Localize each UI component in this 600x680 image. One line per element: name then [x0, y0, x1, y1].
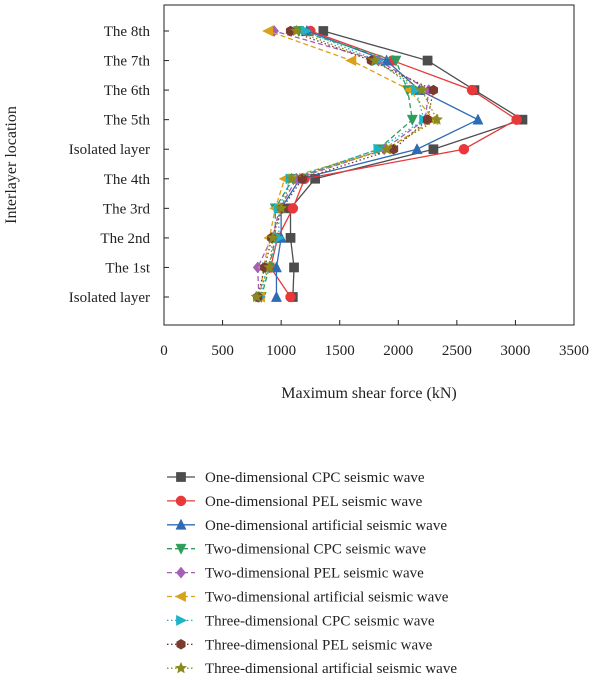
- legend-label: Two-dimensional artificial seismic wave: [205, 590, 449, 606]
- data-point-circle: [466, 84, 478, 96]
- legend: One-dimensional CPC seismic wave One-dime…: [167, 470, 457, 677]
- legend-item: Two-dimensional artificial seismic wave: [167, 590, 449, 606]
- data-point-triangle-right: [300, 25, 312, 37]
- data-point-hexagon: [389, 143, 399, 155]
- legend-item: Two-dimensional CPC seismic wave: [167, 542, 426, 558]
- x-axis-title: Maximum shear force (kN): [281, 385, 457, 402]
- data-point-square: [289, 262, 299, 273]
- data-point-star: [415, 83, 428, 96]
- data-point-star: [380, 142, 393, 155]
- series-line: [269, 30, 518, 298]
- data-point-triangle-up: [411, 143, 423, 155]
- data-point-triangle-left: [345, 55, 357, 67]
- legend-label: Three-dimensional PEL seismic wave: [205, 637, 433, 653]
- y-tick-label: The 2nd: [100, 231, 150, 247]
- data-point-triangle-left: [262, 25, 274, 37]
- data-point-hexagon: [428, 84, 439, 96]
- legend-item: Two-dimensional PEL seismic wave: [167, 566, 424, 582]
- legend-item: Three-dimensional PEL seismic wave: [167, 637, 433, 653]
- x-tick-label: 1000: [266, 343, 296, 359]
- x-tick-label: 3500: [559, 343, 589, 359]
- plot-frame: [163, 4, 575, 326]
- x-axis: 0 500 1000 1500 2000 2500 3000 3500: [160, 320, 589, 359]
- series-5: [252, 25, 434, 303]
- data-point-circle: [285, 291, 296, 303]
- y-tick-label: Isolated layer: [69, 142, 150, 158]
- series-line: [259, 30, 435, 298]
- data-point-circle: [287, 203, 299, 214]
- y-tick-label: The 3rd: [103, 201, 151, 217]
- y-tick-label: The 1st: [105, 260, 150, 276]
- data-point-triangle-up: [270, 261, 282, 273]
- y-tick-label: The 6th: [104, 83, 151, 99]
- data-point-triangle-down: [175, 543, 187, 555]
- legend-item: One-dimensional artificial seismic wave: [167, 518, 447, 534]
- data-point-star: [368, 54, 381, 66]
- data-point-square: [285, 233, 296, 243]
- data-point-hexagon: [297, 173, 307, 185]
- series-line: [257, 30, 435, 298]
- series-line: [257, 30, 430, 298]
- series-line: [259, 30, 425, 298]
- data-point-hexagon: [176, 639, 186, 650]
- x-tick-label: 0: [160, 343, 168, 359]
- series-9: [250, 24, 444, 303]
- data-point-star: [285, 172, 298, 184]
- x-tick-label: 2500: [442, 343, 472, 359]
- data-point-star: [290, 24, 303, 37]
- y-tick-label: The 7th: [104, 54, 151, 70]
- y-tick-label: The 4th: [104, 172, 151, 188]
- data-point-hexagon: [422, 114, 433, 125]
- data-point-triangle-left: [174, 590, 186, 603]
- legend-label: Three-dimensional artificial seismic wav…: [205, 661, 457, 677]
- data-point-square: [422, 55, 433, 66]
- legend-item: One-dimensional CPC seismic wave: [167, 470, 425, 486]
- y-axis-title: Interlayer location: [3, 106, 20, 224]
- y-tick-label: The 5th: [104, 113, 151, 129]
- legend-item: One-dimensional PEL seismic wave: [167, 494, 423, 510]
- data-point-circle: [511, 114, 522, 125]
- legend-label: Three-dimensional CPC seismic wave: [205, 613, 435, 629]
- data-point-square: [428, 144, 439, 155]
- x-tick-label: 1500: [325, 343, 355, 359]
- data-point-triangle-down: [390, 55, 402, 67]
- data-point-star: [174, 661, 188, 674]
- x-tick-label: 500: [211, 343, 234, 359]
- legend-label: Two-dimensional PEL seismic wave: [205, 566, 424, 582]
- series-1: [285, 26, 528, 302]
- y-axis: Isolated layer The 1st The 2nd The 3rd The 4…: [69, 24, 169, 306]
- data-point-circle: [458, 143, 470, 155]
- x-tick-label: 3000: [500, 343, 530, 359]
- y-tick-label: The 8th: [104, 24, 151, 40]
- series-line: [255, 30, 438, 298]
- legend-item: Three-dimensional artificial seismic wav…: [167, 661, 457, 677]
- data-point-star: [266, 231, 280, 244]
- y-tick-label: Isolated layer: [69, 290, 150, 306]
- data-point-triangle-right: [176, 614, 188, 626]
- legend-label: One-dimensional CPC seismic wave: [205, 470, 425, 486]
- data-point-square: [176, 472, 186, 482]
- data-point-diamond: [176, 566, 186, 579]
- data-point-star: [275, 201, 288, 214]
- data-point-triangle-up: [175, 518, 187, 530]
- data-point-triangle-up: [270, 290, 282, 302]
- legend-item: Three-dimensional CPC seismic wave: [167, 613, 435, 629]
- data-point-star: [430, 113, 444, 125]
- x-tick-label: 2000: [383, 343, 413, 359]
- series-7: [255, 25, 431, 303]
- data-point-triangle-down: [406, 114, 418, 126]
- data-point-triangle-right: [411, 84, 423, 96]
- legend-label: One-dimensional PEL seismic wave: [205, 494, 423, 510]
- series-layer: [250, 24, 528, 304]
- data-point-star: [250, 290, 263, 303]
- legend-label: Two-dimensional CPC seismic wave: [205, 542, 426, 558]
- data-point-triangle-up: [472, 113, 484, 125]
- data-point-circle: [175, 495, 187, 507]
- legend-label: One-dimensional artificial seismic wave: [205, 518, 447, 534]
- series-line: [289, 30, 524, 298]
- series-line: [260, 30, 414, 298]
- series-line: [275, 30, 480, 297]
- data-point-star: [263, 260, 276, 273]
